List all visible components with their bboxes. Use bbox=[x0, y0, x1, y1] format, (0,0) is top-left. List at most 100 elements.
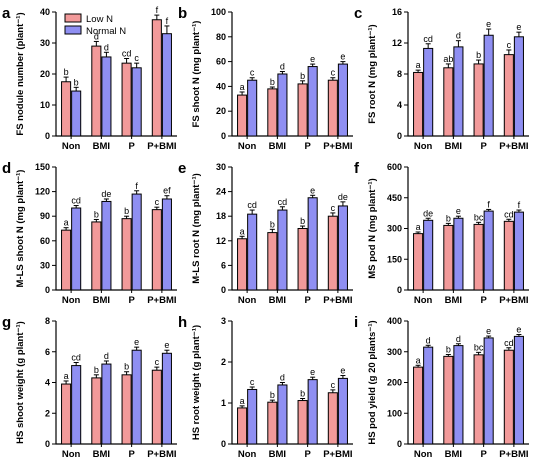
significance-letter: cd bbox=[504, 209, 514, 219]
significance-letter: c bbox=[250, 68, 255, 78]
bar-low-n bbox=[473, 63, 484, 137]
y-tick-label: 6 bbox=[45, 347, 50, 357]
x-tick-label: BMI bbox=[445, 295, 462, 306]
x-tick-label: P+BMI bbox=[323, 141, 352, 152]
x-tick-label: BMI bbox=[269, 449, 286, 460]
y-tick-label: 400 bbox=[387, 316, 402, 326]
significance-letter: cd bbox=[71, 353, 81, 363]
significance-letter: b bbox=[74, 77, 79, 87]
x-tick-label: BMI bbox=[93, 449, 110, 460]
chart-panel-a: a FS nodule number (plant⁻¹) 0 10 20 30 40 Non b… bbox=[2, 5, 177, 152]
bar-low-n bbox=[121, 374, 132, 445]
y-tick-label: 0 bbox=[45, 131, 50, 141]
y-tick-label: 600 bbox=[387, 162, 402, 172]
x-tick-label: Non bbox=[62, 295, 81, 306]
significance-letter: a bbox=[240, 82, 245, 92]
bar-low-n bbox=[91, 377, 102, 445]
significance-letter: b bbox=[300, 216, 305, 226]
x-tick-label: P bbox=[480, 295, 487, 306]
y-tick-label: 2 bbox=[221, 357, 226, 367]
significance-letter: b bbox=[64, 67, 69, 77]
significance-letter: e bbox=[134, 337, 139, 347]
bar-normal-n bbox=[101, 200, 112, 291]
y-tick-label: 6 bbox=[221, 260, 226, 270]
significance-letter: b bbox=[94, 209, 99, 219]
y-tick-label: 0 bbox=[45, 285, 50, 295]
significance-letter: e bbox=[456, 206, 461, 216]
bar-normal-n bbox=[513, 335, 524, 445]
x-tick-label: P+BMI bbox=[147, 295, 176, 306]
y-tick-label: 30 bbox=[216, 162, 226, 172]
y-tick-label: 30 bbox=[40, 38, 50, 48]
x-tick-label: Non bbox=[414, 449, 433, 460]
bar-low-n bbox=[237, 407, 248, 445]
significance-letter: f bbox=[518, 200, 521, 210]
y-tick-label: 12 bbox=[392, 38, 402, 48]
significance-letter: c bbox=[155, 357, 160, 367]
x-tick-label: P+BMI bbox=[147, 449, 176, 460]
significance-letter: c bbox=[507, 40, 512, 50]
bar-low-n bbox=[121, 218, 132, 291]
significance-letter: b bbox=[300, 388, 305, 398]
bar-normal-n bbox=[453, 345, 464, 445]
y-tick-label: 8 bbox=[45, 316, 50, 326]
bar-low-n bbox=[503, 220, 514, 291]
bar-low-n bbox=[267, 88, 278, 137]
bar-low-n bbox=[61, 229, 72, 291]
significance-letter: cd bbox=[71, 196, 81, 206]
y-tick-label: 450 bbox=[387, 193, 402, 203]
significance-letter: d bbox=[280, 373, 285, 383]
bar-low-n bbox=[297, 228, 308, 291]
bar-normal-n bbox=[277, 73, 288, 137]
y-tick-label: 150 bbox=[35, 162, 50, 172]
y-tick-label: 4 bbox=[45, 378, 50, 388]
chart-panel-f: f MS pod N (mg plant⁻¹) 0 150 300 450 600 Non ad… bbox=[354, 160, 529, 306]
y-tick-label: 100 bbox=[387, 408, 402, 418]
significance-letter: b bbox=[94, 365, 99, 375]
significance-letter: b bbox=[446, 213, 451, 223]
legend-label: Normal N bbox=[86, 26, 126, 37]
bar-normal-n bbox=[307, 197, 318, 291]
bar-normal-n bbox=[337, 205, 348, 291]
bar-normal-n bbox=[247, 213, 258, 291]
x-tick-label: BMI bbox=[269, 141, 286, 152]
y-axis-label: M-LS root N (mg plant⁻¹) bbox=[191, 173, 202, 284]
y-tick-label: 24 bbox=[216, 187, 226, 197]
bar-normal-n bbox=[453, 46, 464, 137]
bar-normal-n bbox=[483, 210, 494, 291]
x-tick-label: P+BMI bbox=[323, 295, 352, 306]
significance-letter: ef bbox=[163, 186, 171, 196]
x-tick-label: P bbox=[480, 141, 487, 152]
y-tick-label: 20 bbox=[216, 106, 226, 116]
bar-normal-n bbox=[423, 346, 434, 445]
panel-letter: e bbox=[178, 160, 186, 177]
x-tick-label: P+BMI bbox=[147, 141, 176, 152]
significance-letter: f bbox=[135, 181, 138, 191]
significance-letter: a bbox=[64, 371, 69, 381]
significance-letter: c bbox=[331, 68, 336, 78]
chart-panel-e: e M-LS root N (mg plant⁻¹) 0 6 12 18 24 30 Non a c… bbox=[178, 160, 353, 306]
y-axis-label: HS pod yield (g 20 plants⁻¹) bbox=[367, 320, 378, 444]
bar-normal-n bbox=[161, 198, 172, 291]
bar-normal-n bbox=[71, 90, 82, 137]
legend-swatch-normal-n bbox=[64, 25, 82, 35]
bar-low-n bbox=[443, 224, 454, 291]
bar-normal-n bbox=[337, 377, 348, 445]
significance-letter: e bbox=[486, 19, 491, 29]
significance-letter: bc bbox=[474, 342, 484, 352]
significance-letter: b bbox=[124, 362, 129, 372]
panel-letter: f bbox=[354, 160, 360, 177]
x-tick-label: P bbox=[480, 449, 487, 460]
significance-letter: cd bbox=[122, 49, 132, 59]
bar-normal-n bbox=[131, 67, 142, 137]
bar-normal-n bbox=[161, 33, 172, 137]
panel-letter: c bbox=[354, 5, 362, 22]
legend-swatch-low-n bbox=[64, 13, 82, 23]
y-tick-label: 16 bbox=[392, 7, 402, 17]
bar-low-n bbox=[297, 400, 308, 445]
significance-letter: a bbox=[240, 396, 245, 406]
significance-letter: e bbox=[164, 340, 169, 350]
bar-low-n bbox=[151, 369, 162, 445]
significance-letter: b bbox=[476, 50, 481, 60]
